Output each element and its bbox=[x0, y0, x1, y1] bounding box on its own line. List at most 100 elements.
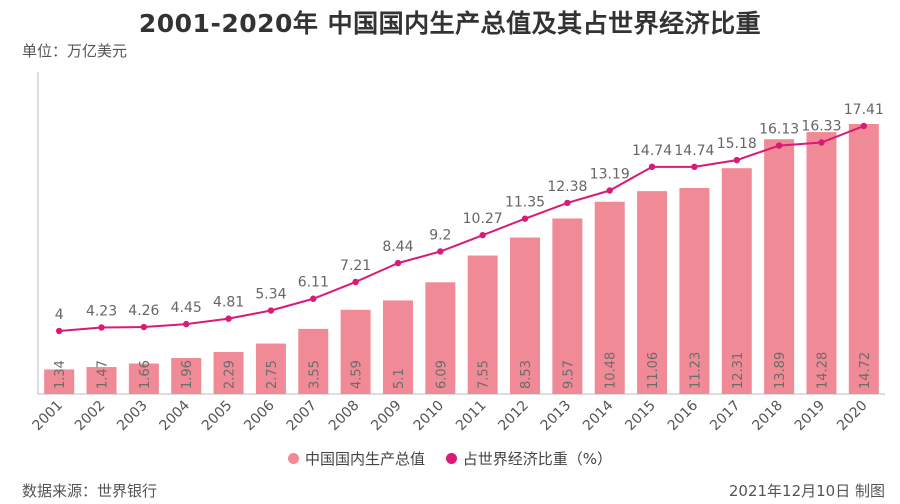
source-note: 数据来源：世界银行 bbox=[22, 482, 158, 500]
share-point bbox=[691, 163, 698, 171]
share-point-label: 14.74 bbox=[674, 143, 714, 159]
share-point bbox=[521, 215, 529, 222]
gdp-bar-label: 4.59 bbox=[350, 360, 365, 389]
x-tick-label: 2016 bbox=[665, 397, 702, 434]
gdp-bar bbox=[44, 369, 75, 394]
share-point bbox=[564, 199, 571, 207]
x-tick-label: 2008 bbox=[326, 398, 363, 435]
share-point bbox=[775, 142, 783, 149]
date-note: 2021年12月10日 制图 bbox=[728, 482, 885, 500]
chart-title: 2001-2020年 中国国内生产总值及其占世界经济比重 bbox=[138, 9, 762, 38]
share-point bbox=[648, 163, 656, 171]
gdp-bar bbox=[128, 363, 159, 394]
gdp-bar-label: 10.48 bbox=[604, 352, 619, 389]
gdp-bar bbox=[848, 124, 879, 394]
share-point bbox=[479, 231, 486, 239]
share-point-label: 17.41 bbox=[844, 102, 884, 118]
gdp-bar-label: 14.72 bbox=[858, 352, 873, 389]
share-point-label: 6.11 bbox=[298, 275, 329, 291]
legend-share-swatch bbox=[445, 453, 457, 464]
x-tick-label: 2005 bbox=[199, 398, 236, 435]
gdp-bar bbox=[340, 309, 371, 394]
gdp-bar-label: 11.23 bbox=[688, 352, 703, 389]
gdp-bar bbox=[255, 343, 286, 394]
x-tick-label: 2007 bbox=[284, 398, 321, 435]
gdp-bar bbox=[298, 328, 329, 394]
gdp-bar-label: 1.47 bbox=[96, 360, 111, 389]
gdp-bar bbox=[637, 191, 668, 394]
gdp-bar-label: 1.66 bbox=[138, 360, 153, 389]
legend-item-gdp: 中国国内生产总值 bbox=[287, 448, 425, 469]
share-point-label: 5.34 bbox=[255, 287, 286, 303]
share-point-label: 4 bbox=[55, 307, 64, 323]
gdp-bar bbox=[721, 168, 752, 394]
share-point bbox=[818, 139, 825, 146]
share-line bbox=[59, 125, 865, 332]
gdp-bar bbox=[171, 358, 202, 394]
gdp-bar bbox=[679, 188, 710, 394]
x-tick-label: 2002 bbox=[72, 398, 109, 435]
share-point bbox=[394, 259, 402, 267]
gdp-bar-label: 13.89 bbox=[773, 352, 788, 389]
legend: 中国国内生产总值 占世界经济比重（%） bbox=[0, 448, 900, 469]
gdp-bar bbox=[467, 255, 498, 394]
share-point bbox=[183, 320, 190, 328]
gdp-bar bbox=[425, 282, 456, 394]
share-point bbox=[606, 187, 613, 194]
x-tick-label: 2011 bbox=[453, 398, 490, 435]
gdp-bar bbox=[382, 300, 413, 394]
share-point-label: 13.19 bbox=[590, 167, 630, 183]
share-point-label: 4.45 bbox=[171, 300, 202, 316]
share-point-label: 11.35 bbox=[505, 195, 545, 211]
x-tick-label: 2014 bbox=[580, 397, 617, 434]
share-point bbox=[733, 156, 740, 164]
share-point bbox=[55, 327, 63, 335]
x-tick-label: 2006 bbox=[241, 397, 278, 434]
x-tick-label: 2019 bbox=[792, 398, 829, 435]
x-tick-label: 2020 bbox=[834, 398, 871, 435]
share-point-label: 16.13 bbox=[759, 122, 799, 138]
x-tick-label: 2004 bbox=[157, 397, 194, 434]
gdp-bar-label: 3.55 bbox=[307, 360, 322, 389]
share-point bbox=[310, 295, 317, 302]
share-point bbox=[98, 324, 105, 331]
gdp-bar-label: 8.53 bbox=[519, 360, 534, 389]
x-tick-label: 2003 bbox=[114, 398, 151, 435]
gdp-bar bbox=[510, 237, 541, 394]
gdp-bar-label: 1.96 bbox=[180, 360, 195, 389]
gdp-bar-label: 7.55 bbox=[477, 360, 492, 389]
share-point-label: 12.38 bbox=[547, 179, 587, 195]
share-point bbox=[860, 122, 868, 130]
x-tick-label: 2015 bbox=[622, 398, 659, 435]
legend-item-share: 占世界经济比重（%） bbox=[445, 448, 612, 469]
x-tick-label: 2018 bbox=[749, 398, 786, 435]
gdp-bar bbox=[764, 139, 795, 394]
gdp-bar-label: 9.57 bbox=[561, 360, 576, 389]
share-point-label: 7.21 bbox=[340, 258, 371, 274]
legend-gdp-label: 中国国内生产总值 bbox=[304, 450, 425, 468]
gdp-bar-label: 1.34 bbox=[53, 360, 68, 389]
legend-gdp-swatch bbox=[287, 453, 299, 464]
x-tick-label: 2001 bbox=[29, 398, 66, 435]
x-tick-label: 2017 bbox=[707, 398, 744, 435]
share-point-label: 4.81 bbox=[213, 295, 244, 311]
share-point-label: 8.44 bbox=[382, 239, 413, 255]
gdp-bar-label: 14.28 bbox=[815, 352, 830, 389]
x-tick-label: 2010 bbox=[411, 398, 448, 435]
share-point-label: 16.33 bbox=[801, 119, 841, 135]
share-point-label: 15.18 bbox=[717, 136, 757, 152]
share-point bbox=[267, 307, 275, 314]
gdp-bar-label: 5.1 bbox=[392, 368, 407, 389]
gdp-bar-label: 2.75 bbox=[265, 360, 280, 389]
gdp-bar bbox=[552, 218, 583, 394]
x-tick-label: 2013 bbox=[538, 398, 575, 435]
x-tick-label: 2012 bbox=[495, 398, 532, 435]
share-point bbox=[352, 278, 359, 286]
share-point-label: 4.23 bbox=[86, 303, 117, 319]
gdp-bar bbox=[594, 201, 625, 394]
share-point bbox=[140, 323, 148, 331]
share-point bbox=[225, 315, 232, 322]
gdp-bar-label: 11.06 bbox=[646, 352, 661, 389]
share-point-label: 14.74 bbox=[632, 143, 672, 159]
